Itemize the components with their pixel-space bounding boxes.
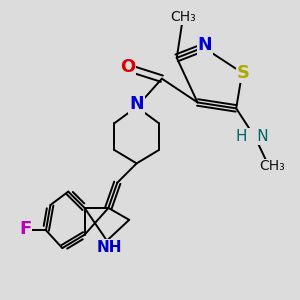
Text: CH₃: CH₃ xyxy=(259,159,285,173)
Text: N: N xyxy=(129,95,144,113)
Text: NH: NH xyxy=(97,240,123,255)
Text: H  N: H N xyxy=(236,129,269,144)
Text: F: F xyxy=(19,220,31,238)
Text: N: N xyxy=(198,36,212,54)
Text: O: O xyxy=(120,58,135,76)
Text: S: S xyxy=(237,64,250,82)
Text: CH₃: CH₃ xyxy=(170,10,196,24)
